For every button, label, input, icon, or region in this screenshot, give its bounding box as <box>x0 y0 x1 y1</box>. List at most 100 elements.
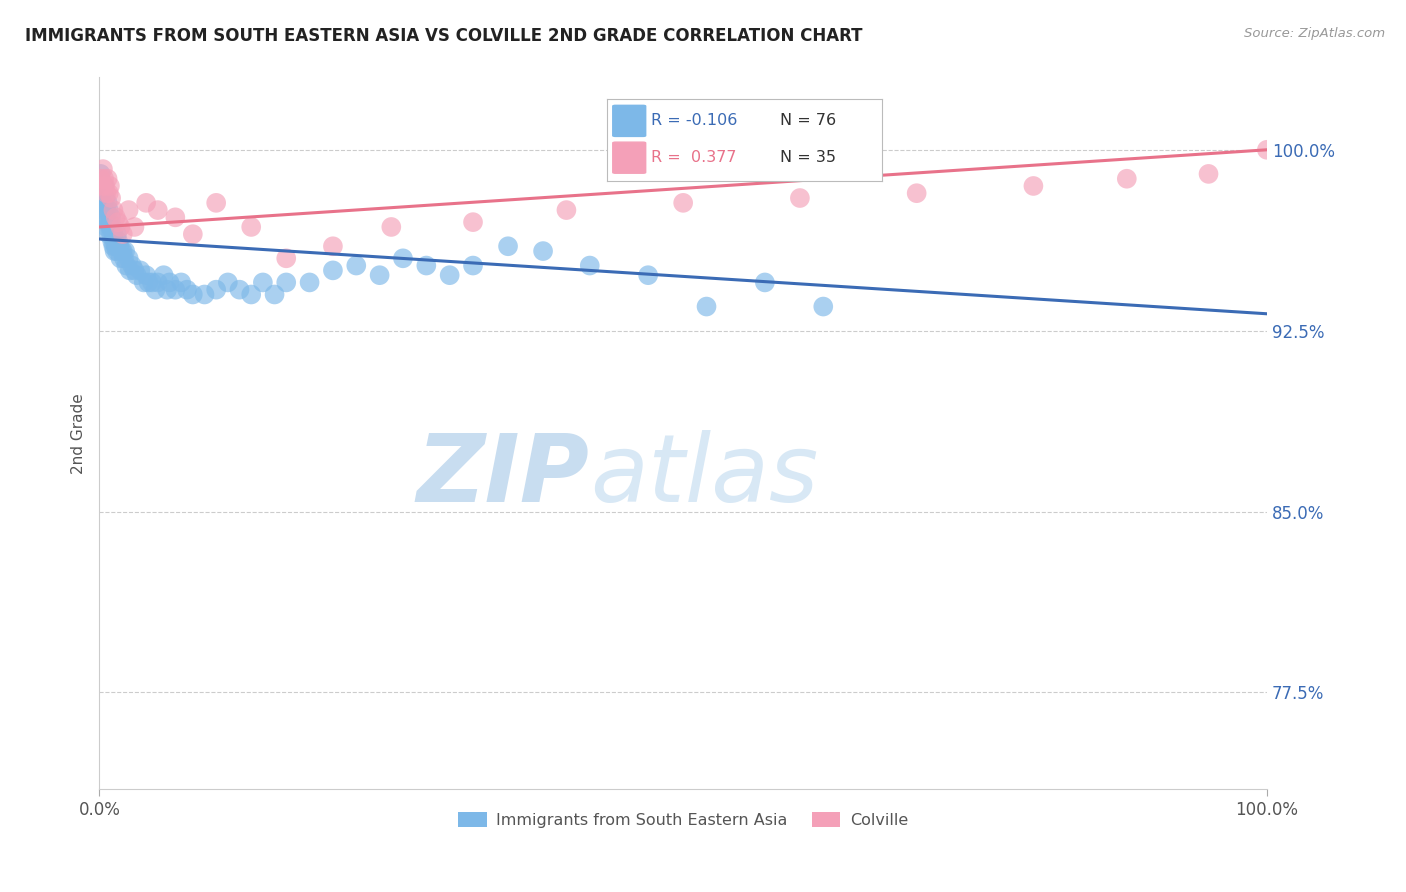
Point <box>125 268 148 283</box>
Point <box>135 268 157 283</box>
Point <box>152 268 174 283</box>
Point <box>94 178 117 193</box>
Point <box>193 287 215 301</box>
Point <box>110 219 132 234</box>
Point <box>496 239 519 253</box>
Point <box>96 186 118 201</box>
Point <box>240 219 263 234</box>
Point <box>146 203 169 218</box>
Point <box>103 239 125 253</box>
Point <box>90 171 112 186</box>
Text: IMMIGRANTS FROM SOUTH EASTERN ASIA VS COLVILLE 2ND GRADE CORRELATION CHART: IMMIGRANTS FROM SOUTH EASTERN ASIA VS CO… <box>25 27 863 45</box>
Point <box>93 171 115 186</box>
Point <box>1022 178 1045 193</box>
Point <box>100 191 122 205</box>
Point <box>138 276 160 290</box>
Point <box>380 219 402 234</box>
Point <box>117 203 139 218</box>
Point <box>531 244 554 258</box>
Point <box>117 252 139 266</box>
Point <box>91 195 114 210</box>
Point <box>135 195 157 210</box>
Point <box>181 287 204 301</box>
Point <box>97 186 120 201</box>
Point <box>368 268 391 283</box>
Point <box>1115 171 1137 186</box>
Point <box>159 276 181 290</box>
Point <box>93 178 115 193</box>
Text: atlas: atlas <box>589 430 818 521</box>
Point <box>263 287 285 301</box>
Point <box>91 162 114 177</box>
Point <box>905 186 928 201</box>
Legend: Immigrants from South Eastern Asia, Colville: Immigrants from South Eastern Asia, Colv… <box>451 805 915 834</box>
Point <box>97 203 120 218</box>
Point <box>107 215 129 229</box>
Point <box>129 263 152 277</box>
Point <box>90 167 112 181</box>
Point <box>637 268 659 283</box>
Point <box>392 252 415 266</box>
Point <box>156 283 179 297</box>
Point <box>205 195 228 210</box>
Point <box>98 219 121 234</box>
Point <box>141 276 163 290</box>
Point <box>97 215 120 229</box>
Point <box>105 244 128 258</box>
Point <box>813 300 835 314</box>
Text: ZIP: ZIP <box>418 430 589 522</box>
Point <box>108 239 131 253</box>
Point <box>103 227 125 242</box>
Point <box>96 203 118 218</box>
Point <box>555 203 578 218</box>
Point <box>322 263 344 277</box>
Point <box>110 252 132 266</box>
Point <box>112 252 135 266</box>
Point <box>276 252 298 266</box>
Point <box>104 244 127 258</box>
Point <box>97 227 120 242</box>
Point <box>90 191 112 205</box>
Point <box>217 276 239 290</box>
Point <box>97 171 120 186</box>
Point <box>124 263 146 277</box>
Point <box>114 244 136 258</box>
Point <box>101 235 124 249</box>
Point <box>146 276 169 290</box>
Point <box>97 195 120 210</box>
Point <box>170 276 193 290</box>
Text: Source: ZipAtlas.com: Source: ZipAtlas.com <box>1244 27 1385 40</box>
Point <box>90 178 112 193</box>
Point <box>98 215 121 229</box>
Point <box>578 259 600 273</box>
Point <box>111 227 134 242</box>
Point <box>115 259 138 273</box>
Point <box>240 287 263 301</box>
Point <box>104 211 127 225</box>
Point <box>145 283 167 297</box>
Point <box>103 203 125 218</box>
Point <box>696 300 718 314</box>
Point <box>104 239 127 253</box>
Point <box>205 283 228 297</box>
Point <box>165 283 187 297</box>
Point <box>176 283 198 297</box>
Point <box>101 219 124 234</box>
Point <box>276 276 298 290</box>
Point <box>132 276 155 290</box>
Point <box>121 259 143 273</box>
Point <box>252 276 274 290</box>
Point <box>439 268 461 283</box>
Point <box>344 259 367 273</box>
Point <box>124 219 146 234</box>
Point <box>107 235 129 249</box>
Point <box>672 195 695 210</box>
Point <box>94 191 117 205</box>
Point <box>104 235 127 249</box>
Point <box>415 259 437 273</box>
Point <box>181 227 204 242</box>
Point <box>228 283 250 297</box>
Point <box>100 211 122 225</box>
Point <box>754 276 776 290</box>
Point <box>461 259 484 273</box>
